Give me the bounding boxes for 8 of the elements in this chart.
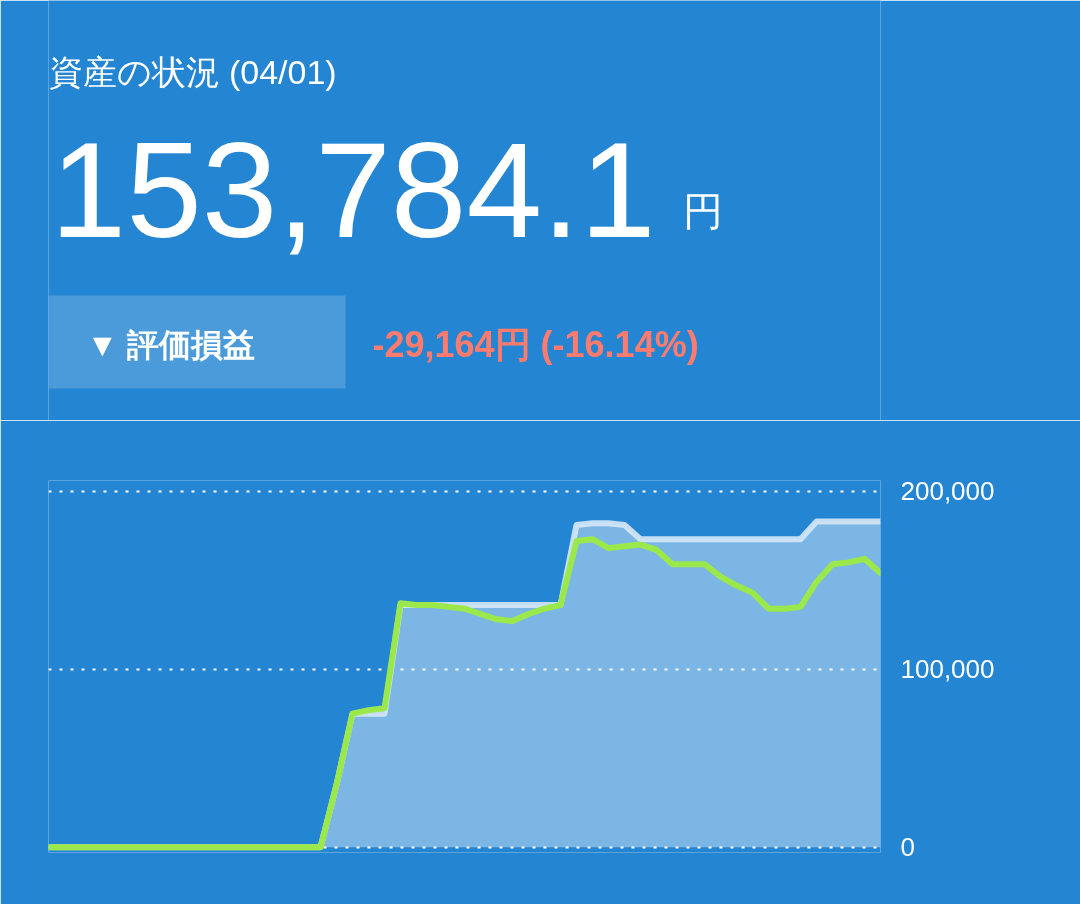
text: 円: [682, 188, 723, 233]
text: 153,784.1: [50, 113, 656, 266]
text: ▼ 評価損益: [86, 326, 256, 363]
text: -29,164円 (-16.14%): [372, 323, 699, 365]
y-tick-label: 100,000: [900, 654, 995, 685]
y-tick-label: 0: [900, 832, 915, 863]
y-tick-label: 200,000: [900, 476, 995, 507]
chart-title: 資産の状況 (04/01): [48, 52, 337, 91]
